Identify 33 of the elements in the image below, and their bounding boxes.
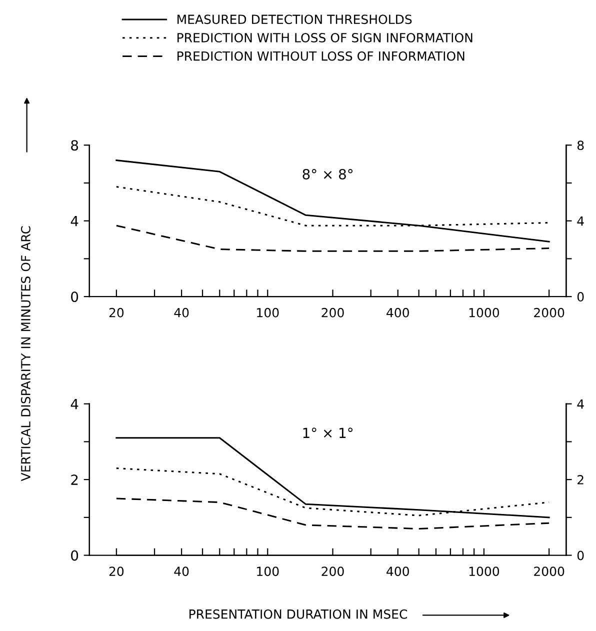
y-tick-label: 2 — [71, 474, 78, 485]
x-tick-label: 2000 — [534, 308, 564, 318]
annotation: 8° × 8° — [302, 168, 352, 180]
x-tick-label: 1000 — [469, 308, 500, 318]
x-tick-label: 40 — [174, 566, 189, 576]
x-axis-title: PRESENTATION DURATION IN MSEC — [190, 609, 408, 619]
legend-label: PREDICTION WITH LOSS OF SIGN INFORMATION — [178, 32, 472, 42]
x-tick-label: 200 — [322, 308, 344, 318]
legend-label: PREDICTION WITHOUT LOSS OF INFORMATION — [178, 51, 464, 61]
y2-tick-label: 8 — [577, 140, 584, 150]
y-tick-label: 8 — [71, 140, 78, 151]
y-tick-label: 4 — [70, 398, 78, 410]
y2-tick-label: 2 — [578, 475, 584, 484]
y-axis-title: VERTICAL DISPARITY IN MINUTES OF ARC — [20, 226, 30, 482]
x-tick-label: 100 — [257, 308, 279, 318]
y2-tick-label: 0 — [577, 292, 584, 302]
y-tick-label: 0 — [71, 550, 78, 561]
x-tick-label: 100 — [257, 566, 279, 576]
y-tick-label: 4 — [70, 216, 78, 226]
y2-tick-label: 4 — [577, 216, 584, 226]
x-tick-label: 400 — [386, 566, 409, 576]
legend-label: MEASURED DETECTION THRESHOLDS — [178, 14, 412, 24]
x-tick-label: 40 — [174, 308, 189, 318]
annotation: 1° × 1° — [303, 428, 352, 438]
y2-tick-label: 0 — [577, 550, 584, 560]
y-tick-label: 0 — [71, 292, 78, 302]
x-tick-label: 20 — [109, 308, 124, 318]
x-tick-label: 2000 — [534, 566, 564, 576]
x-tick-label: 20 — [109, 566, 124, 576]
x-tick-label: 200 — [322, 566, 344, 576]
x-tick-label: 400 — [386, 308, 409, 318]
x-tick-label: 1000 — [469, 566, 500, 576]
y2-tick-label: 4 — [577, 399, 584, 409]
